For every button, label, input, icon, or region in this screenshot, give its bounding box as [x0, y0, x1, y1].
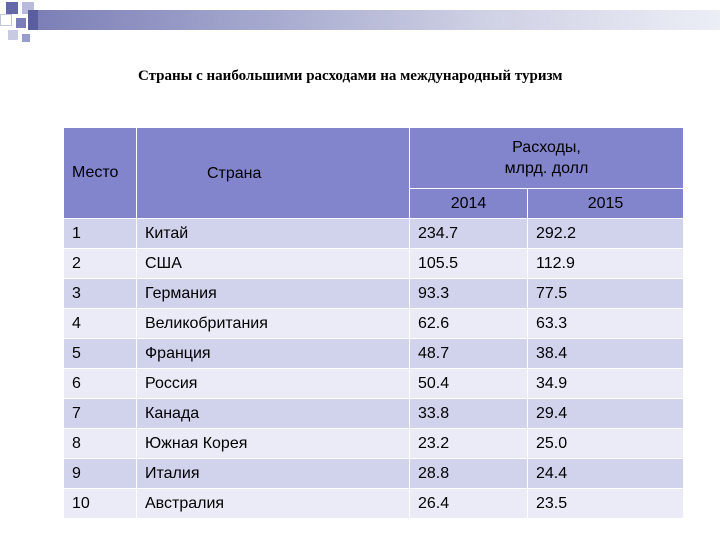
value-2014-cell: 62.6: [410, 308, 528, 338]
header-year-2014: 2014: [410, 188, 528, 218]
value-2015-cell: 34.9: [528, 368, 684, 398]
value-2015-cell: 23.5: [528, 488, 684, 518]
value-2014-cell: 23.2: [410, 428, 528, 458]
place-cell: 7: [64, 398, 137, 428]
value-2015-cell: 77.5: [528, 278, 684, 308]
place-cell: 9: [64, 458, 137, 488]
place-cell: 5: [64, 338, 137, 368]
value-2015-cell: 292.2: [528, 218, 684, 248]
value-2014-cell: 33.8: [410, 398, 528, 428]
decorative-square: [16, 18, 26, 28]
value-2015-cell: 25.0: [528, 428, 684, 458]
decorative-square: [28, 10, 38, 30]
value-2015-cell: 38.4: [528, 338, 684, 368]
decorative-square: [6, 2, 18, 14]
place-cell: 6: [64, 368, 137, 398]
place-cell: 1: [64, 218, 137, 248]
value-2015-cell: 63.3: [528, 308, 684, 338]
country-cell: Австралия: [137, 488, 410, 518]
country-cell: Канада: [137, 398, 410, 428]
value-2014-cell: 93.3: [410, 278, 528, 308]
country-cell: Германия: [137, 278, 410, 308]
country-cell: Франция: [137, 338, 410, 368]
decorative-square: [8, 30, 18, 40]
country-cell: Китай: [137, 218, 410, 248]
decorative-gradient-bar: [38, 10, 720, 30]
place-cell: 2: [64, 248, 137, 278]
decorative-square: [22, 34, 30, 42]
spending-table: Место Страна Расходы, млрд. долл 2014 20…: [64, 128, 684, 518]
header-country: Страна: [137, 128, 410, 218]
value-2014-cell: 105.5: [410, 248, 528, 278]
header-spending: Расходы, млрд. долл: [410, 128, 684, 188]
value-2014-cell: 50.4: [410, 368, 528, 398]
value-2014-cell: 234.7: [410, 218, 528, 248]
place-cell: 3: [64, 278, 137, 308]
country-cell: Южная Корея: [137, 428, 410, 458]
header-place: Место: [64, 128, 137, 218]
page-title: Страны с наибольшими расходами на междун…: [138, 68, 563, 84]
country-cell: Великобритания: [137, 308, 410, 338]
value-2015-cell: 29.4: [528, 398, 684, 428]
country-cell: Италия: [137, 458, 410, 488]
value-2014-cell: 26.4: [410, 488, 528, 518]
value-2014-cell: 48.7: [410, 338, 528, 368]
place-cell: 10: [64, 488, 137, 518]
place-cell: 8: [64, 428, 137, 458]
value-2014-cell: 28.8: [410, 458, 528, 488]
slide-decoration: [0, 0, 720, 50]
header-spending-line2: млрд. долл: [504, 160, 589, 177]
place-cell: 4: [64, 308, 137, 338]
header-year-2015: 2015: [528, 188, 684, 218]
decorative-square: [0, 14, 12, 26]
value-2015-cell: 24.4: [528, 458, 684, 488]
country-cell: США: [137, 248, 410, 278]
value-2015-cell: 112.9: [528, 248, 684, 278]
header-spending-line1: Расходы,: [512, 139, 581, 156]
country-cell: Россия: [137, 368, 410, 398]
